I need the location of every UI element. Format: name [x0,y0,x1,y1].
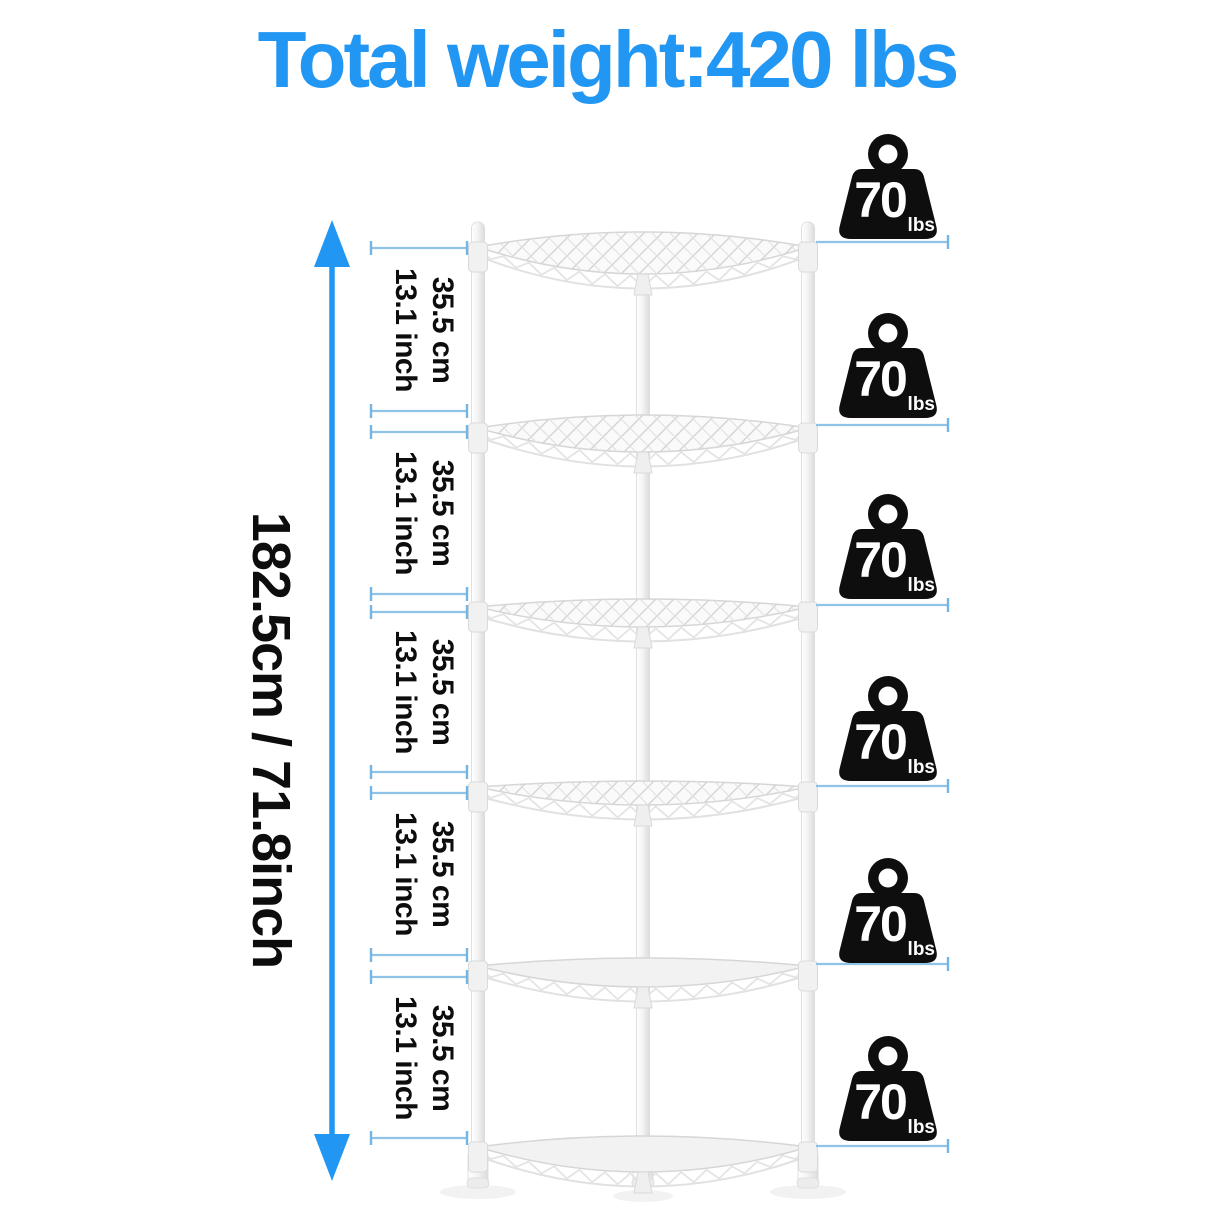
shelf-sleeve-left [468,601,488,633]
left-dimension-line [369,404,469,418]
total-height-label: 182.5cm / 71.8inch [241,511,301,969]
weight-icon [839,313,937,418]
shelf-tier-1 [477,231,809,290]
weight-capacity-badge-4: 70 lbs [838,675,938,781]
weight-icon [839,1036,937,1141]
shelf-tier-2 [477,414,809,468]
weight-capacity-badge-2: 70 lbs [838,312,938,418]
shelf-sleeve-left [468,241,488,273]
tier-inch-4: 13.1 inch [389,812,422,936]
shelf-sleeve-right [798,601,818,633]
left-dimension-line [369,1131,469,1145]
corner-cone-sleeve [633,986,653,1009]
right-dimension-line [816,235,950,249]
weight-capacity-badge-1: 70 lbs [838,133,938,239]
left-pole [471,221,485,1181]
weight-capacity-badge-3: 70 lbs [838,493,938,599]
tier-cm-1: 35.5 cm [426,276,459,384]
shelf-tier-4 [477,780,809,821]
right-dimension-line [816,418,950,432]
corner-cone-sleeve [633,804,653,827]
weight-capacity-badge-6: 70 lbs [838,1035,938,1141]
corner-cone-sleeve [633,451,653,474]
tier-spacing-label-4: 35.5 cm 13.1 inch [387,799,461,949]
left-dimension-line [369,587,469,601]
left-dimension-line [369,605,469,619]
shelf-sleeve-left [468,1141,488,1173]
shelf-sleeve-left [468,781,488,813]
right-pole [801,221,815,1181]
left-dimension-line [369,970,469,984]
shelf-sleeve-left [468,960,488,992]
tier-inch-3: 13.1 inch [389,630,422,754]
right-dimension-line [816,1139,950,1153]
weight-capacity-badge-5: 70 lbs [838,857,938,963]
tier-spacing-label-3: 35.5 cm 13.1 inch [387,617,461,767]
total-weight-title: Total weight:420 lbs [257,15,960,104]
right-dimension-line [816,598,950,612]
corner-cone-sleeve [633,1171,653,1194]
double-headed-vertical-arrow-icon [314,220,350,1181]
left-dimension-line [369,786,469,800]
tier-inch-5: 13.1 inch [389,996,422,1120]
tier-cm-3: 35.5 cm [426,638,459,746]
shelf-sleeve-right [798,781,818,813]
left-dimension-line [369,948,469,962]
corner-cone-sleeve [633,626,653,649]
right-dimension-line [816,957,950,971]
left-dimension-line [369,425,469,439]
right-dimension-line [816,779,950,793]
tier-spacing-label-1: 35.5 cm 13.1 inch [387,255,461,405]
weight-icon [839,858,937,963]
corner-shelf-illustration [466,221,820,1194]
tier-spacing-label-2: 35.5 cm 13.1 inch [387,438,461,588]
shelf-sleeve-right [798,422,818,454]
weight-icon [839,134,937,239]
shelf-sleeve-right [798,241,818,273]
corner-pole [636,275,650,1175]
tier-cm-4: 35.5 cm [426,820,459,928]
shelf-sleeve-left [468,422,488,454]
shelf-sleeve-right [798,1141,818,1173]
tier-inch-1: 13.1 inch [389,268,422,392]
tier-spacing-label-5: 35.5 cm 13.1 inch [387,983,461,1133]
tier-inch-2: 13.1 inch [389,451,422,575]
dimension-lines [369,235,950,1153]
tier-cm-5: 35.5 cm [426,1004,459,1112]
corner-cone-sleeve [633,273,653,296]
floor-shadow [440,1185,846,1202]
left-dimension-line [369,765,469,779]
weight-icon [839,676,937,781]
tier-cm-2: 35.5 cm [426,459,459,567]
weight-icon [839,494,937,599]
shelf-sleeve-right [798,960,818,992]
left-dimension-line [369,241,469,255]
